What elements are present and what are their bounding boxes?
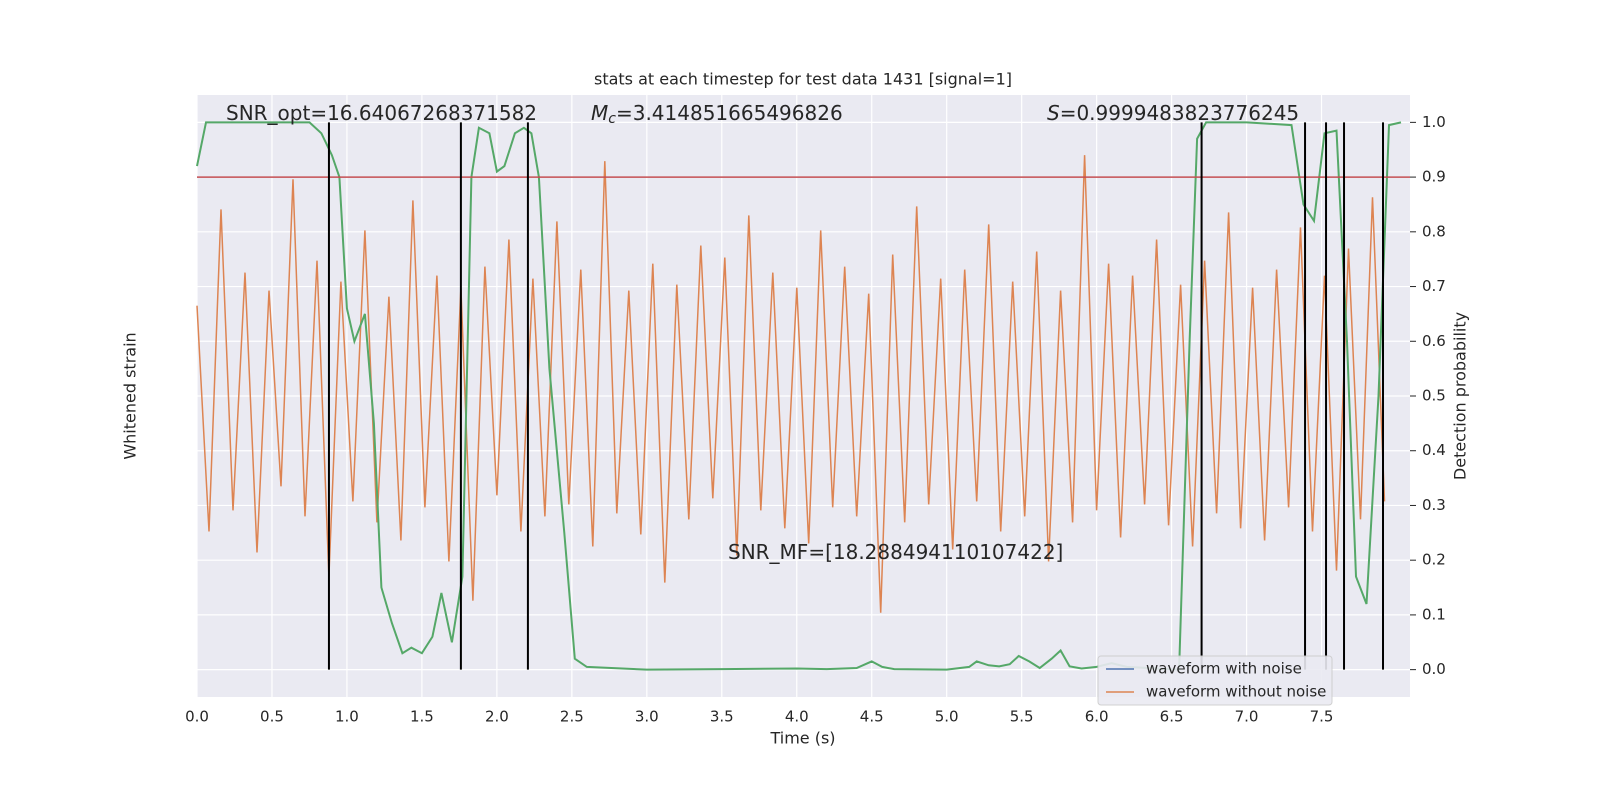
annotation: S=0.9999483823776245: [1047, 101, 1299, 125]
y2-tick-label: 0.2: [1422, 551, 1446, 569]
y2-tick-label: 0.0: [1422, 660, 1446, 678]
y2-axis-label: Detection probability: [1451, 312, 1470, 480]
legend-label: waveform with noise: [1146, 660, 1302, 678]
x-tick-label: 0.5: [260, 708, 284, 726]
x-tick-label: 3.0: [635, 708, 659, 726]
x-tick-label: 1.0: [335, 708, 359, 726]
annotation: Mc=3.414851665496826: [591, 101, 843, 128]
legend-box: [1097, 655, 1333, 706]
chart-title: stats at each timestep for test data 143…: [594, 70, 1012, 89]
probability-line: [196, 121, 1402, 671]
annotation-subscript: c: [608, 111, 616, 127]
annotation: SNR_opt=16.64067268371582: [226, 101, 537, 125]
x-tick-label: 7.0: [1235, 708, 1259, 726]
x-tick-label: 0.0: [185, 708, 209, 726]
x-tick-label: 2.5: [560, 708, 584, 726]
x-tick-label: 6.0: [1085, 708, 1109, 726]
x-tick-label: 1.5: [410, 708, 434, 726]
x-tick-label: 6.5: [1160, 708, 1184, 726]
y2-tick-label: 0.7: [1422, 277, 1446, 295]
annotation-text: SNR_opt=16.64067268371582: [226, 101, 537, 125]
x-axis-label: Time (s): [769, 729, 835, 748]
x-tick-label: 2.0: [485, 708, 509, 726]
x-tick-label: 5.0: [935, 708, 959, 726]
y2-tick-label: 0.6: [1422, 332, 1446, 350]
annotation-symbol: S: [1047, 101, 1060, 125]
annotation-text: SNR_MF=[18.288494110107422]: [728, 540, 1063, 564]
x-tick-label: 7.5: [1310, 708, 1334, 726]
y2-tick-label: 0.8: [1422, 222, 1446, 240]
x-tick-label: 5.5: [1010, 708, 1034, 726]
y2-tick-label: 1.0: [1422, 113, 1446, 131]
y2-tick-label: 0.3: [1422, 496, 1446, 514]
x-tick-label: 4.5: [860, 708, 884, 726]
x-tick-label: 4.0: [785, 708, 809, 726]
y2-tick-label: 0.5: [1422, 387, 1446, 405]
annotation-text: =0.9999483823776245: [1060, 101, 1299, 125]
x-tick-label: 3.5: [710, 708, 734, 726]
annotation-text: =3.414851665496826: [616, 101, 843, 125]
y2-tick-label: 0.4: [1422, 441, 1446, 459]
y-axis-label: Whitened strain: [121, 332, 140, 459]
legend-label: waveform without noise: [1146, 683, 1326, 701]
y2-tick-label: 0.9: [1422, 168, 1446, 186]
annotation-symbol: M: [591, 101, 608, 125]
y2-tick-label: 0.1: [1422, 605, 1446, 623]
annotation: SNR_MF=[18.288494110107422]: [728, 540, 1063, 564]
